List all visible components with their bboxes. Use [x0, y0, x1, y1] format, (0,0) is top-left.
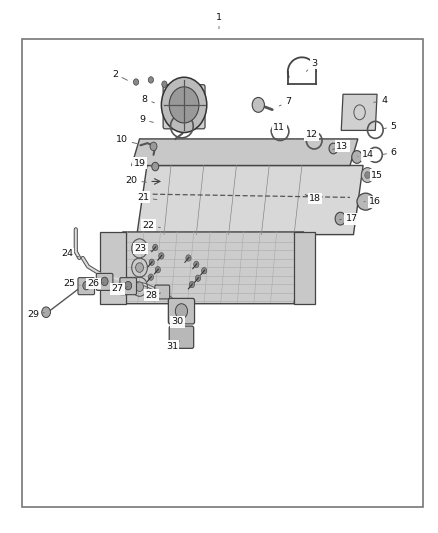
Circle shape: [150, 142, 157, 151]
Text: 18: 18: [304, 194, 321, 203]
Circle shape: [152, 244, 158, 251]
FancyBboxPatch shape: [120, 278, 137, 295]
Circle shape: [134, 79, 139, 85]
Text: 6: 6: [382, 148, 397, 157]
Circle shape: [149, 259, 154, 265]
Text: 30: 30: [171, 317, 185, 326]
Text: 8: 8: [142, 94, 155, 103]
Circle shape: [161, 77, 207, 133]
Text: 12: 12: [304, 130, 318, 139]
Circle shape: [148, 77, 153, 83]
Text: 21: 21: [137, 193, 157, 202]
Circle shape: [155, 266, 160, 273]
Text: 1: 1: [216, 13, 222, 29]
Circle shape: [335, 212, 346, 225]
Ellipse shape: [357, 193, 374, 210]
FancyBboxPatch shape: [96, 273, 113, 290]
Circle shape: [189, 281, 194, 288]
FancyBboxPatch shape: [294, 232, 315, 304]
Circle shape: [194, 261, 199, 268]
FancyBboxPatch shape: [169, 326, 194, 349]
Text: 13: 13: [332, 142, 348, 151]
Circle shape: [169, 87, 199, 123]
Text: 5: 5: [382, 122, 397, 131]
Text: 25: 25: [64, 279, 80, 288]
Text: 7: 7: [279, 97, 291, 106]
Text: 23: 23: [134, 244, 152, 253]
Circle shape: [159, 253, 164, 259]
FancyBboxPatch shape: [155, 285, 170, 299]
Text: 11: 11: [271, 123, 285, 132]
Text: 2: 2: [112, 70, 127, 80]
Text: 3: 3: [306, 59, 317, 71]
FancyBboxPatch shape: [21, 39, 424, 507]
Text: 29: 29: [27, 310, 44, 319]
Polygon shape: [341, 94, 377, 131]
Circle shape: [195, 275, 201, 281]
Text: 15: 15: [367, 171, 383, 180]
Circle shape: [186, 255, 191, 261]
Polygon shape: [137, 165, 363, 235]
Circle shape: [136, 282, 144, 292]
Polygon shape: [113, 232, 304, 304]
Text: 9: 9: [140, 115, 153, 124]
FancyBboxPatch shape: [100, 232, 126, 304]
Circle shape: [42, 307, 50, 318]
Circle shape: [136, 244, 144, 253]
Text: 19: 19: [134, 159, 152, 168]
Text: 26: 26: [87, 279, 104, 288]
Text: 24: 24: [61, 249, 79, 259]
Text: 4: 4: [374, 96, 387, 105]
Circle shape: [101, 277, 108, 286]
Text: 31: 31: [166, 341, 180, 351]
Text: 14: 14: [358, 150, 374, 159]
Circle shape: [329, 143, 338, 154]
Circle shape: [136, 263, 144, 272]
Circle shape: [162, 81, 167, 87]
Circle shape: [365, 172, 370, 179]
FancyBboxPatch shape: [78, 278, 95, 295]
Circle shape: [361, 167, 374, 182]
Text: 10: 10: [116, 135, 137, 144]
Circle shape: [175, 304, 187, 319]
Text: 22: 22: [142, 221, 160, 230]
Text: 27: 27: [112, 284, 127, 293]
Circle shape: [148, 274, 153, 280]
Circle shape: [125, 281, 132, 290]
Text: 20: 20: [126, 176, 146, 185]
Text: 16: 16: [364, 197, 381, 206]
FancyBboxPatch shape: [168, 298, 194, 324]
Polygon shape: [132, 139, 358, 165]
FancyBboxPatch shape: [163, 85, 205, 129]
Circle shape: [352, 151, 362, 164]
Text: 28: 28: [146, 290, 160, 300]
Text: 17: 17: [339, 214, 358, 223]
Circle shape: [83, 281, 90, 290]
Circle shape: [252, 98, 265, 112]
Circle shape: [201, 268, 207, 274]
Circle shape: [152, 163, 159, 171]
